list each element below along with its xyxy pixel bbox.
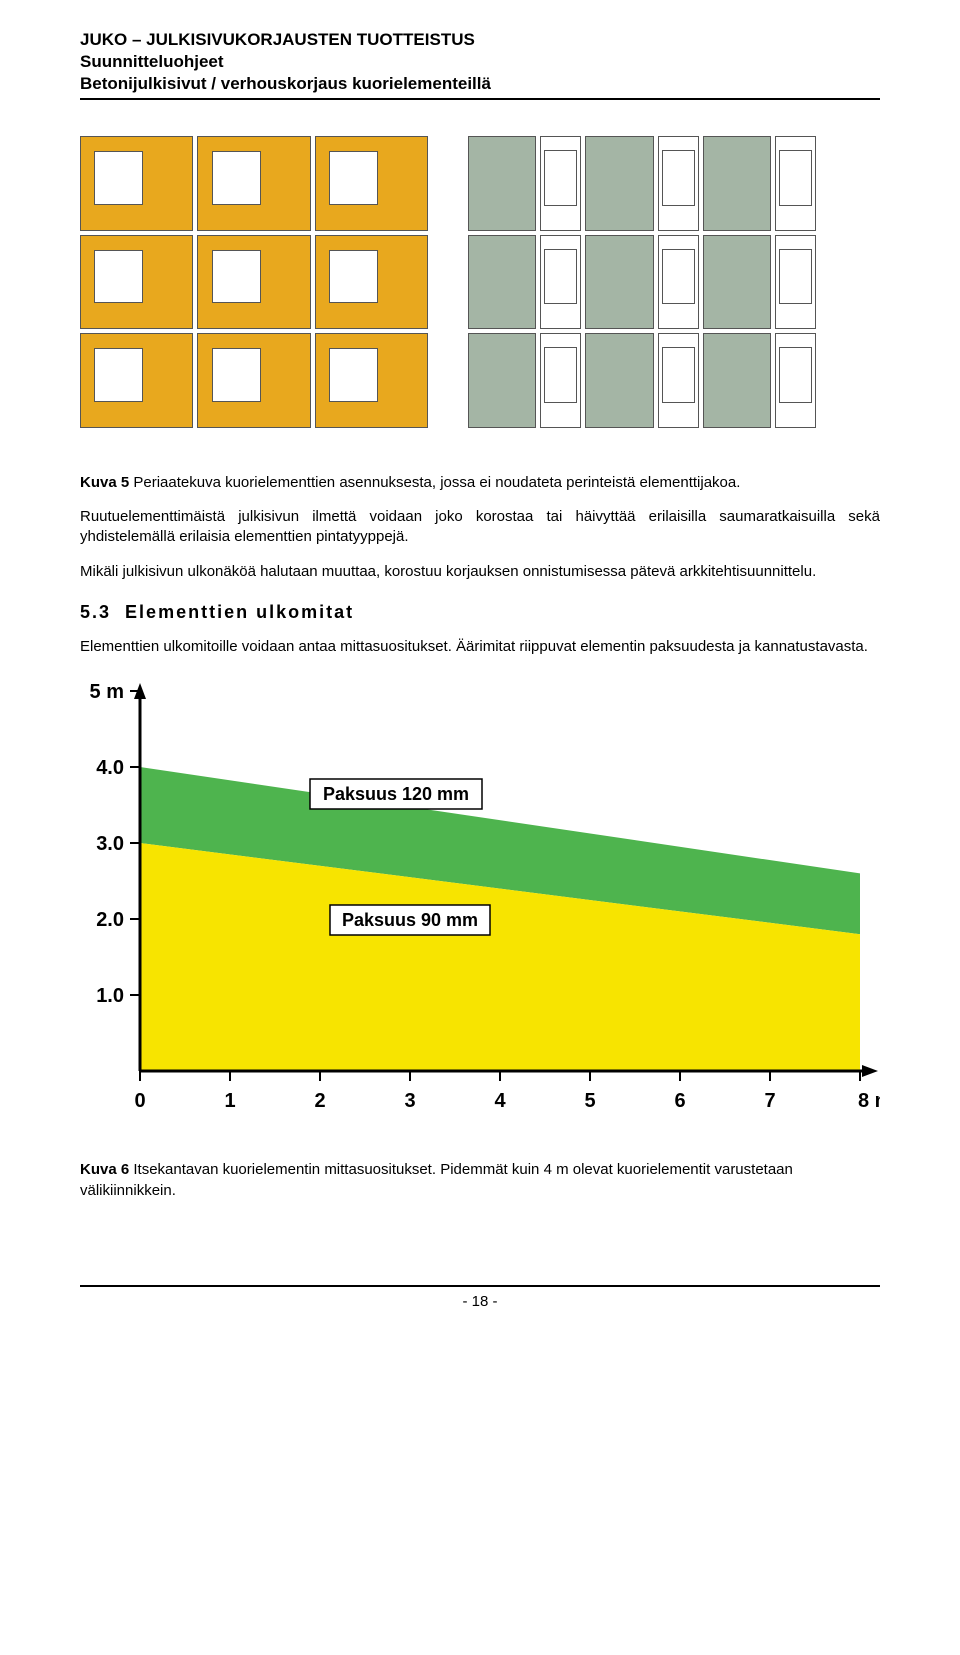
x-axis-arrow-icon — [862, 1065, 878, 1077]
figure6-caption-bold: Kuva 6 — [80, 1161, 129, 1178]
doc-title: JUKO – JULKISIVUKORJAUSTEN TUOTTEISTUS — [80, 30, 880, 50]
xtick-3: 3 — [404, 1090, 415, 1112]
doc-subtitle-1: Suunnitteluohjeet — [80, 52, 880, 72]
xtick-7: 7 — [764, 1090, 775, 1112]
ytick-3: 3.0 — [96, 833, 124, 855]
section-5-3-heading: 5.3 Elementtien ulkomitat — [80, 602, 880, 623]
paragraph-2: Mikäli julkisivun ulkonäköä halutaan muu… — [80, 562, 880, 582]
figure6-caption: Kuva 6 Itsekantavan kuorielementin mitta… — [80, 1159, 880, 1201]
xtick-1: 1 — [224, 1090, 235, 1112]
chart-label-120: Paksuus 120 mm — [323, 784, 469, 804]
xtick-4: 4 — [494, 1090, 506, 1112]
figure6-caption-text: Itsekantavan kuorielementin mittasuositu… — [80, 1161, 793, 1199]
figure5-right-diagram — [468, 136, 816, 428]
xtick-6: 6 — [674, 1090, 685, 1112]
ytick-2: 2.0 — [96, 909, 124, 931]
paragraph-1: Ruutuelementtimäistä julkisivun ilmettä … — [80, 507, 880, 548]
figure6-chart: 0 1 2 3 4 5 6 7 8 m 1.0 2.0 3.0 4.0 5 m … — [80, 671, 880, 1131]
ytick-1: 1.0 — [96, 985, 124, 1007]
chart-label-90: Paksuus 90 mm — [342, 910, 478, 930]
ytick-5: 5 m — [90, 681, 124, 703]
footer-rule — [80, 1285, 880, 1287]
chart-svg: 0 1 2 3 4 5 6 7 8 m 1.0 2.0 3.0 4.0 5 m … — [80, 671, 880, 1131]
section-title: Elementtien ulkomitat — [125, 602, 354, 622]
figure5-caption-text: Periaatekuva kuorielementtien asennukses… — [129, 474, 740, 491]
figure5-caption: Kuva 5 Periaatekuva kuorielementtien ase… — [80, 472, 880, 493]
page-number: - 18 - — [80, 1293, 880, 1310]
figure5-diagrams — [80, 136, 880, 428]
xtick-2: 2 — [314, 1090, 325, 1112]
figure5-caption-bold: Kuva 5 — [80, 474, 129, 491]
xtick-5: 5 — [584, 1090, 595, 1112]
ytick-4: 4.0 — [96, 757, 124, 779]
xtick-8: 8 m — [858, 1090, 880, 1112]
xtick-0: 0 — [134, 1090, 145, 1112]
section-number: 5.3 — [80, 602, 111, 622]
section-5-3-intro: Elementtien ulkomitoille voidaan antaa m… — [80, 637, 880, 657]
doc-subtitle-2: Betonijulkisivut / verhouskorjaus kuorie… — [80, 74, 880, 94]
figure5-left-diagram — [80, 136, 428, 428]
header-rule — [80, 98, 880, 100]
